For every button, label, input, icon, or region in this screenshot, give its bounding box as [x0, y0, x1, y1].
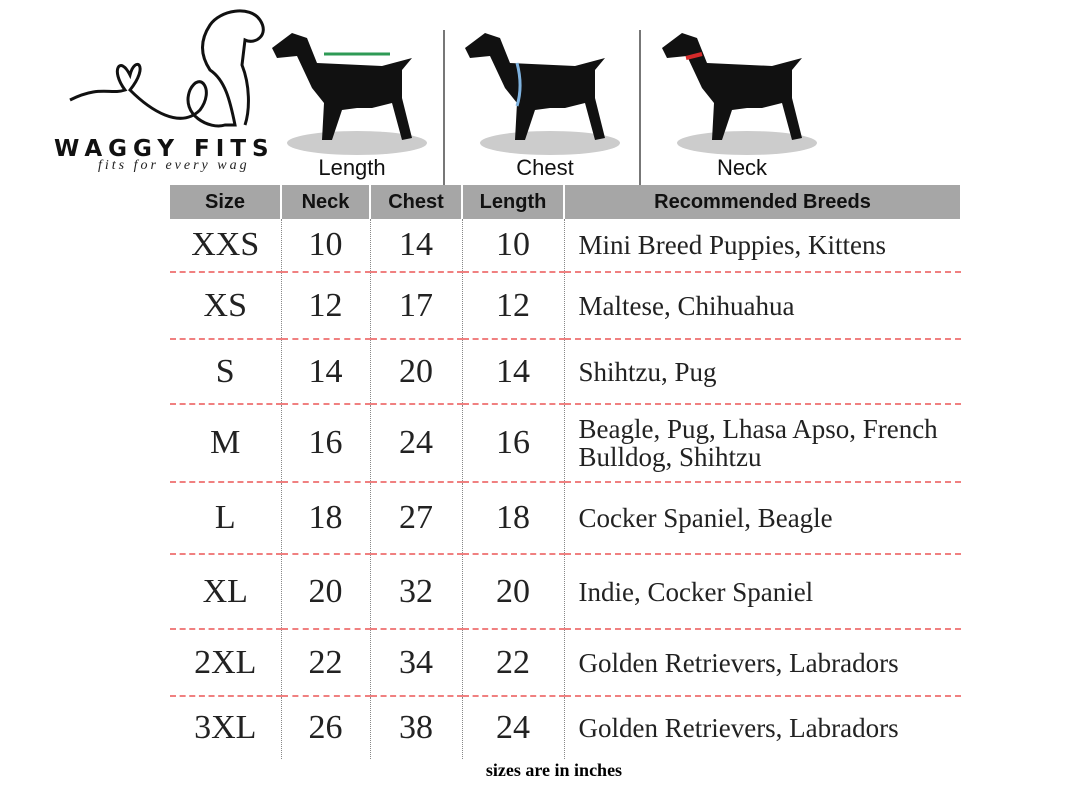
cell-size: XS	[170, 272, 282, 340]
cell-breeds: Indie, Cocker Spaniel	[564, 554, 961, 630]
cell-size: S	[170, 339, 282, 405]
cell-breeds: Golden Retrievers, Labradors	[564, 629, 961, 697]
cell-length: 18	[462, 482, 565, 555]
dog-logo-icon	[69, 9, 265, 128]
table-row: XS 12 17 12 Maltese, Chihuahua	[170, 272, 961, 340]
cell-size: XL	[170, 554, 282, 630]
cell-chest: 24	[370, 404, 463, 483]
cell-size: 3XL	[170, 696, 282, 759]
divider	[639, 30, 641, 185]
cell-chest: 17	[370, 272, 463, 340]
dog-neck-icon	[662, 33, 817, 155]
cell-neck: 12	[281, 272, 371, 340]
table-header-row: Size Neck Chest Length Recommended Breed…	[170, 185, 962, 219]
cell-chest: 38	[370, 696, 463, 759]
cell-neck: 10	[281, 219, 371, 273]
brand-tagline: fits for every wag	[98, 158, 250, 173]
chest-diagram: Chest	[455, 18, 635, 183]
cell-length: 16	[462, 404, 565, 483]
divider	[443, 30, 445, 185]
cell-breeds: Golden Retrievers, Labradors	[578, 713, 899, 743]
cell-length: 14	[462, 339, 565, 405]
header-neck: Neck	[281, 185, 371, 219]
length-diagram: Length	[262, 18, 442, 183]
cell-neck: 18	[281, 482, 371, 555]
cell-neck: 20	[281, 554, 371, 630]
cell-breeds: Maltese, Chihuahua	[564, 272, 961, 340]
cell-size: L	[170, 482, 282, 555]
cell-breeds: Beagle, Pug, Lhasa Apso, French Bulldog,…	[564, 404, 961, 483]
cell-neck: 14	[281, 339, 371, 405]
table-row: XXS 10 14 10 Mini Breed Puppies, Kittens	[170, 219, 961, 273]
table-row: L 18 27 18 Cocker Spaniel, Beagle	[170, 482, 961, 555]
table-row: S 14 20 14 Shihtzu, Pug	[170, 339, 961, 405]
cell-size: M	[170, 404, 282, 483]
length-label: Length	[318, 155, 386, 180]
cell-neck: 22	[281, 629, 371, 697]
cell-neck: 26	[281, 696, 371, 759]
cell-breeds: Shihtzu, Pug	[564, 339, 961, 405]
header-length: Length	[462, 185, 565, 219]
cell-breeds: Mini Breed Puppies, Kittens	[564, 219, 961, 273]
neck-diagram: Neck	[652, 18, 832, 183]
cell-size: XXS	[170, 219, 282, 273]
units-note: sizes are in inches	[485, 760, 623, 780]
cell-length: 10	[462, 219, 565, 273]
cell-length: 24	[462, 696, 565, 759]
cell-chest: 32	[370, 554, 463, 630]
cell-chest: 14	[370, 219, 463, 273]
cell-neck: 16	[281, 404, 371, 483]
header-breeds: Recommended Breeds	[564, 185, 962, 219]
brand-name: WAGGY FITS	[54, 136, 275, 162]
table-row: 2XL 22 34 22 Golden Retrievers, Labradors	[170, 629, 961, 697]
dog-chest-icon	[465, 33, 620, 155]
cell-chest: 27	[370, 482, 463, 555]
table-row: 3XL 26 38 24 Golden Retrievers, Labradors	[170, 696, 961, 759]
size-table: Size Neck Chest Length Recommended Breed…	[170, 185, 962, 759]
table-row: XL 20 32 20 Indie, Cocker Spaniel	[170, 554, 961, 630]
cell-breeds: Cocker Spaniel, Beagle	[564, 482, 961, 555]
cell-chest: 34	[370, 629, 463, 697]
table-row: M 16 24 16 Beagle, Pug, Lhasa Apso, French B…	[170, 404, 961, 483]
cell-length: 20	[462, 554, 565, 630]
dog-length-icon	[272, 33, 427, 155]
neck-label: Neck	[716, 155, 768, 180]
cell-size: 2XL	[170, 629, 282, 697]
header-size: Size	[170, 185, 282, 219]
chest-label: Chest	[516, 155, 574, 180]
cell-chest: 20	[370, 339, 463, 405]
header-chest: Chest	[370, 185, 463, 219]
cell-length: 12	[462, 272, 565, 340]
cell-length: 22	[462, 629, 565, 697]
